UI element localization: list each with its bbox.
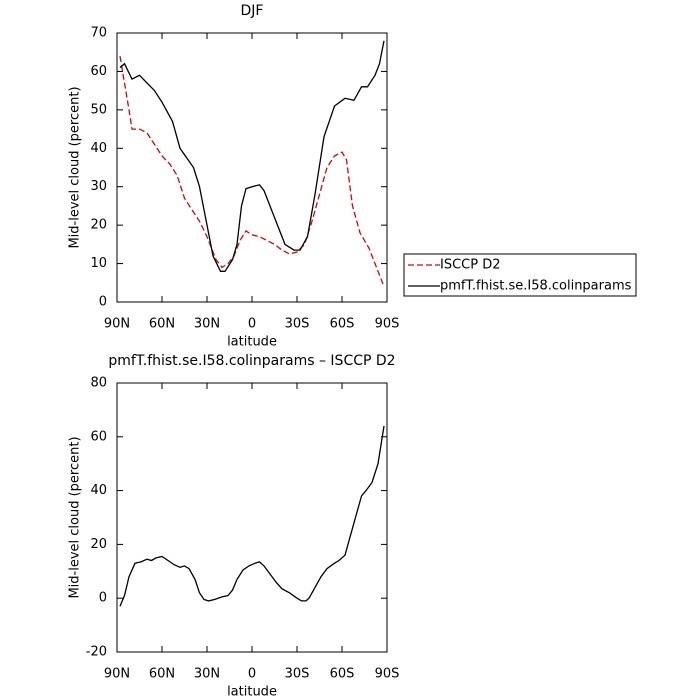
x-tick-label: 60N	[149, 317, 175, 332]
y-tick-label: 20	[90, 218, 107, 233]
y-tick-label: 60	[90, 429, 107, 444]
y-tick-label: 80	[90, 376, 107, 391]
x-tick-label: 90S	[375, 667, 400, 682]
x-tick-label: 0	[248, 667, 256, 682]
x-tick-label: 90S	[375, 317, 400, 332]
x-tick-label: 60N	[149, 667, 175, 682]
chart-title: DJF	[241, 3, 264, 19]
y-tick-label: 0	[99, 591, 107, 606]
y-tick-label: 70	[90, 26, 107, 41]
y-tick-label: 60	[90, 64, 107, 79]
y-tick-label: 30	[90, 179, 107, 194]
x-tick-label: 90N	[104, 667, 130, 682]
x-tick-label: 60S	[330, 317, 355, 332]
y-axis-label: Mid-level cloud (percent)	[68, 436, 83, 598]
line-series	[119, 55, 385, 287]
y-tick-label: 10	[90, 256, 107, 271]
y-axis-label: Mid-level cloud (percent)	[68, 86, 83, 248]
legend-box	[403, 253, 637, 297]
x-tick-label: 30S	[285, 667, 310, 682]
y-tick-label: 40	[90, 141, 107, 156]
y-tick-label: 40	[90, 483, 107, 498]
legend-label: ISCCP D2	[440, 258, 501, 273]
y-tick-label: 50	[90, 102, 107, 117]
plot-frame	[116, 382, 388, 653]
line-series	[119, 40, 385, 272]
x-tick-label: 30N	[194, 667, 220, 682]
y-tick-label: 0	[99, 295, 107, 310]
x-tick-label: 60S	[330, 667, 355, 682]
legend-label: pmfT.fhist.se.I58.colinparams	[440, 279, 632, 294]
x-tick-label: 90N	[104, 317, 130, 332]
line-series	[119, 425, 385, 607]
plot-frame	[116, 32, 388, 303]
x-tick-label: 30N	[194, 317, 220, 332]
x-axis-label: latitude	[227, 685, 277, 700]
x-tick-label: 0	[248, 317, 256, 332]
y-tick-label: -20	[86, 645, 107, 660]
x-axis-label: latitude	[227, 335, 277, 350]
chart-title: pmfT.fhist.se.I58.colinparams – ISCCP D2	[108, 353, 395, 369]
y-tick-label: 20	[90, 537, 107, 552]
x-tick-label: 30S	[285, 317, 310, 332]
